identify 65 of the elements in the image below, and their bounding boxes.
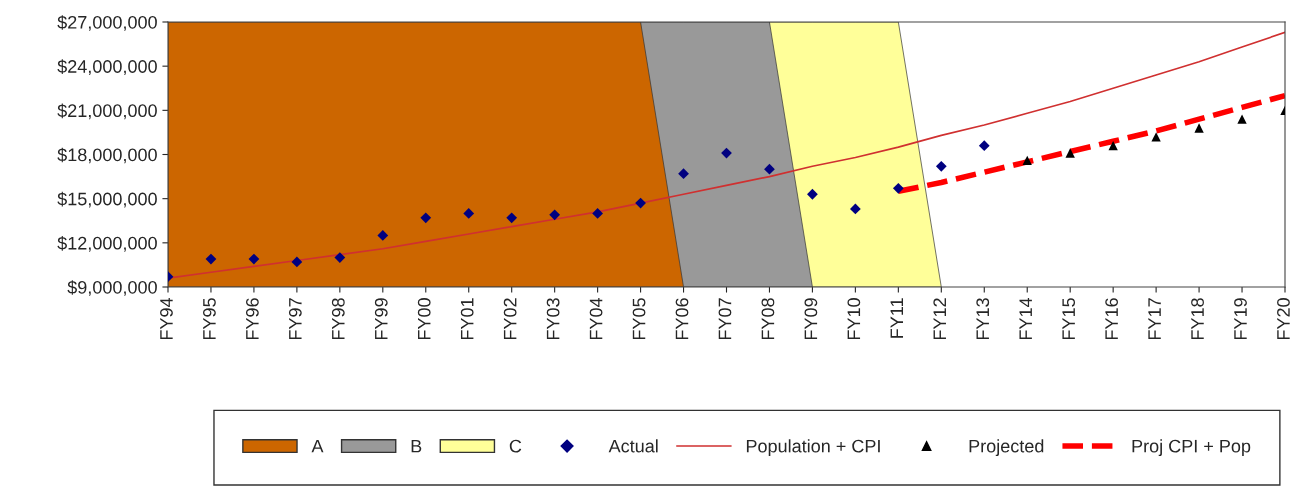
- point: [248, 253, 260, 265]
- point: [463, 208, 475, 219]
- x-tick-label: FY02: [503, 298, 517, 340]
- legend-label: Population + CPI: [746, 439, 880, 457]
- legend-label: B: [411, 439, 422, 453]
- legend-label: Proj CPI + Pop: [1132, 439, 1251, 457]
- point: [850, 203, 861, 215]
- x-tick-label: FY15: [1062, 298, 1076, 340]
- legend-label: A: [311, 439, 324, 453]
- legend-label: C: [509, 439, 522, 453]
- x-tick-label: FY05: [632, 298, 646, 340]
- x-tick-label: FY01: [460, 298, 474, 340]
- x-tick-label: FY03: [546, 298, 560, 340]
- point: [205, 253, 217, 265]
- y-tick-label: $9,000,000: [67, 280, 157, 296]
- point: [291, 256, 303, 268]
- x-tick-label: FY97: [288, 298, 302, 340]
- x-tick-label: FY94: [160, 297, 173, 340]
- point: [377, 230, 389, 241]
- point: [592, 208, 603, 219]
- point: [635, 197, 646, 209]
- point: [892, 182, 904, 194]
- point: [978, 140, 990, 152]
- x-tick-label: FY08: [761, 298, 775, 340]
- legend-label: Projected: [969, 439, 1044, 457]
- point: [764, 163, 775, 175]
- point: [506, 212, 518, 224]
- point: [1065, 148, 1075, 158]
- point: [1022, 155, 1032, 166]
- point: [1237, 114, 1247, 124]
- y-tick-label: $24,000,000: [57, 59, 157, 76]
- x-tick-label: FY06: [675, 298, 689, 340]
- x-tick-label: FY99: [374, 298, 388, 340]
- point: [807, 188, 818, 200]
- x-tick-label: FY07: [718, 298, 732, 340]
- x-tick-label: FY09: [804, 298, 818, 340]
- x-tick-label: FY16: [1105, 298, 1118, 340]
- legend-label: Actual: [608, 439, 658, 453]
- x-tick-label: FY13: [976, 298, 990, 340]
- x-tick-label: FY98: [331, 298, 345, 340]
- x-tick-label: FY04: [589, 297, 603, 340]
- point: [549, 209, 561, 221]
- y-tick-label: $18,000,000: [57, 147, 157, 164]
- y-tick-label: $15,000,000: [57, 191, 157, 208]
- point: [678, 168, 689, 180]
- x-tick-label: FY20: [1277, 298, 1290, 340]
- x-tick-label: FY19: [1234, 298, 1247, 340]
- point: [420, 212, 432, 224]
- point: [1108, 141, 1118, 151]
- point: [1194, 123, 1204, 133]
- y-tick-label: $12,000,000: [57, 236, 157, 252]
- point: [935, 160, 947, 172]
- x-tick-label: FY96: [245, 298, 259, 340]
- x-tick-label: FY14: [1019, 297, 1032, 340]
- point: [334, 252, 346, 263]
- x-tick-label: FY10: [847, 298, 861, 340]
- y-tick-label: $27,000,000: [57, 15, 157, 31]
- point: [1151, 132, 1161, 142]
- x-tick-label: FY18: [1191, 298, 1204, 340]
- x-tick-label: FY11: [890, 298, 904, 338]
- x-tick-label: FY17: [1148, 298, 1161, 340]
- x-tick-label: FY00: [417, 298, 431, 340]
- x-tick-label: FY95: [203, 298, 216, 340]
- y-tick-label: $21,000,000: [57, 103, 157, 120]
- x-tick-label: FY12: [933, 298, 946, 340]
